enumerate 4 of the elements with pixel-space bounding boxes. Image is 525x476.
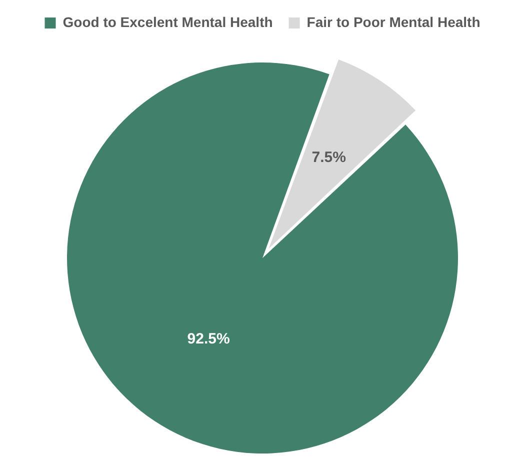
legend-label: Fair to Poor Mental Health <box>306 14 480 30</box>
legend-label: Good to Excelent Mental Health <box>62 14 273 30</box>
data-label: 7.5% <box>312 148 346 166</box>
data-label: 92.5% <box>187 330 230 348</box>
